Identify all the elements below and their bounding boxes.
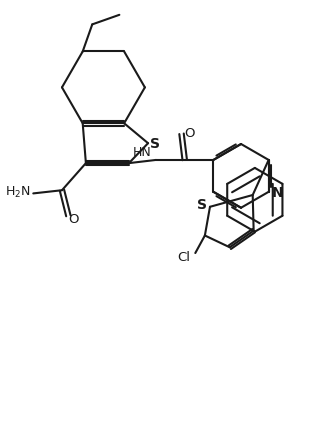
Text: N: N [272, 185, 283, 199]
Text: HN: HN [133, 145, 152, 158]
Text: Cl: Cl [178, 251, 191, 264]
Text: H$_2$N: H$_2$N [5, 185, 30, 200]
Text: O: O [184, 126, 195, 139]
Text: S: S [197, 197, 207, 211]
Text: O: O [68, 213, 78, 226]
Text: S: S [150, 137, 160, 151]
